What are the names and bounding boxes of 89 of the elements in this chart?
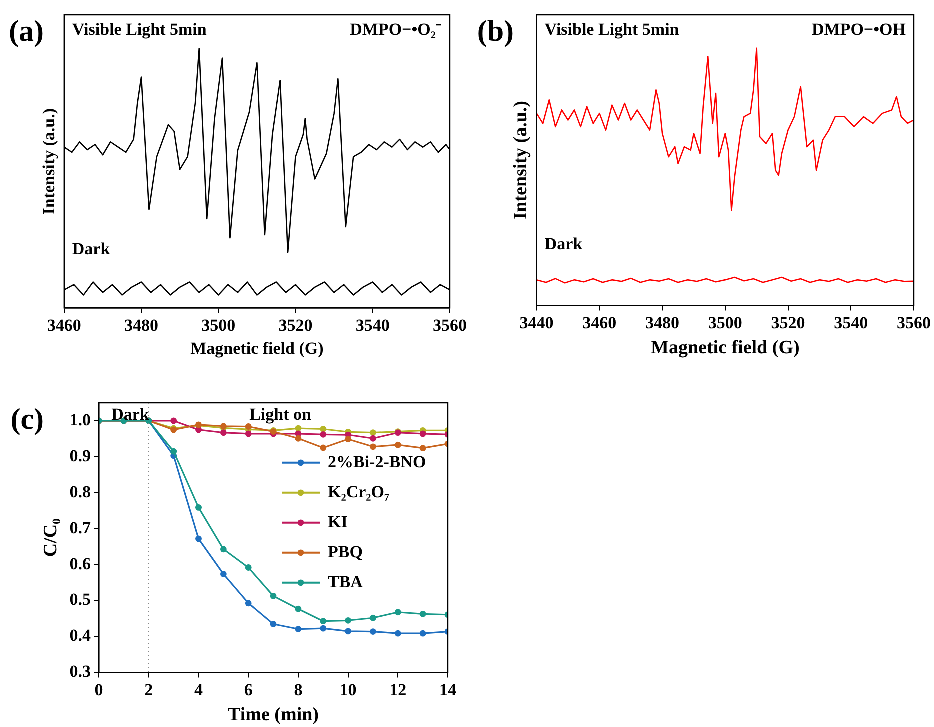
x-tick-label: 4 bbox=[194, 680, 204, 700]
point bbox=[245, 564, 252, 571]
y-axis-title: Intensity (a.u.) bbox=[510, 101, 532, 220]
y-axis-title: C/C₀ bbox=[40, 518, 62, 558]
y-tick-label: 0.8 bbox=[70, 482, 92, 502]
point bbox=[196, 536, 202, 542]
x-tick-label: 8 bbox=[294, 680, 303, 700]
legend-label: TBA bbox=[328, 572, 364, 592]
x-tick-label: 3560 bbox=[897, 313, 931, 332]
point bbox=[170, 418, 178, 424]
y-tick-label: 0.5 bbox=[70, 590, 92, 610]
x-tick-label: 3460 bbox=[47, 316, 82, 335]
point bbox=[394, 442, 402, 448]
point bbox=[196, 426, 202, 434]
x-tick-label: 3460 bbox=[582, 313, 617, 332]
x-axis-title: Time (min) bbox=[228, 704, 319, 726]
text: (a) bbox=[9, 15, 44, 48]
x-tick-label: 2 bbox=[144, 680, 154, 700]
y-tick-label: 0.3 bbox=[70, 662, 92, 682]
point bbox=[295, 435, 302, 442]
x-axis-title: Magnetic field (G) bbox=[190, 339, 324, 358]
x-tick-label: 12 bbox=[390, 680, 407, 700]
text: DMPO−•OH bbox=[812, 20, 906, 39]
annotation: Light on bbox=[250, 405, 312, 424]
point bbox=[270, 592, 277, 600]
legend-label: K₂Cr₂O₇ bbox=[328, 482, 390, 502]
legend-label: KI bbox=[328, 512, 348, 532]
x-tick-label: 3440 bbox=[520, 313, 554, 332]
x-tick-label: 3540 bbox=[356, 316, 390, 335]
x-tick-label: 3560 bbox=[433, 316, 467, 335]
legend-label: PBQ bbox=[328, 542, 363, 562]
point bbox=[320, 426, 327, 432]
point bbox=[320, 431, 327, 438]
x-tick-label: 0 bbox=[94, 680, 104, 700]
y-tick-label: 0.4 bbox=[70, 626, 92, 646]
x-tick-label: 6 bbox=[244, 680, 253, 700]
point bbox=[220, 430, 227, 436]
point bbox=[345, 436, 352, 443]
point bbox=[245, 430, 252, 438]
series-label: Dark bbox=[544, 234, 584, 254]
x-tick-label: 3520 bbox=[278, 316, 313, 335]
legend-label: 2%Bi-2-BNO bbox=[328, 452, 426, 472]
y-tick-label: 1.0 bbox=[70, 410, 92, 430]
text: (c) bbox=[10, 403, 44, 436]
point bbox=[420, 430, 426, 438]
y-tick-label: 0.9 bbox=[70, 446, 92, 466]
text: (b) bbox=[477, 15, 514, 48]
x-tick-label: 3480 bbox=[646, 313, 680, 332]
x-tick-label: 10 bbox=[340, 680, 357, 700]
x-tick-label: 3520 bbox=[771, 313, 806, 332]
x-tick-label: 3500 bbox=[708, 313, 742, 332]
annotation: Dark bbox=[112, 405, 150, 424]
point bbox=[320, 618, 327, 625]
point bbox=[394, 609, 402, 616]
point bbox=[370, 430, 376, 436]
y-tick-label: 0.7 bbox=[70, 518, 92, 538]
x-axis-title: Magnetic field (G) bbox=[651, 338, 800, 359]
text: DMPO−•O₂⁻ bbox=[350, 20, 442, 39]
y-axis-title: Intensity (a.u.) bbox=[40, 108, 59, 215]
point bbox=[295, 425, 302, 432]
series-label: Visible Light 5min bbox=[544, 20, 680, 39]
x-tick-label: 14 bbox=[440, 680, 457, 700]
point bbox=[345, 628, 352, 635]
point bbox=[196, 504, 202, 511]
point bbox=[245, 600, 252, 607]
point bbox=[370, 628, 376, 635]
point bbox=[420, 630, 426, 637]
point bbox=[370, 435, 376, 442]
point bbox=[370, 614, 376, 622]
point bbox=[420, 445, 426, 452]
point bbox=[295, 626, 302, 632]
point bbox=[320, 444, 327, 452]
point bbox=[370, 444, 376, 450]
point bbox=[295, 606, 302, 612]
point bbox=[394, 630, 402, 637]
series-label: Visible Light 5min bbox=[72, 20, 208, 39]
point bbox=[420, 610, 426, 618]
point bbox=[345, 617, 352, 624]
point bbox=[220, 546, 227, 553]
point bbox=[270, 621, 277, 628]
x-tick-label: 3500 bbox=[202, 316, 236, 335]
x-tick-label: 3480 bbox=[124, 316, 159, 335]
series-label: Dark bbox=[72, 239, 111, 258]
point bbox=[245, 424, 252, 430]
y-tick-label: 0.6 bbox=[70, 554, 92, 574]
point bbox=[220, 571, 227, 578]
x-tick-label: 3540 bbox=[834, 313, 868, 332]
point bbox=[320, 625, 327, 632]
point bbox=[170, 448, 178, 455]
